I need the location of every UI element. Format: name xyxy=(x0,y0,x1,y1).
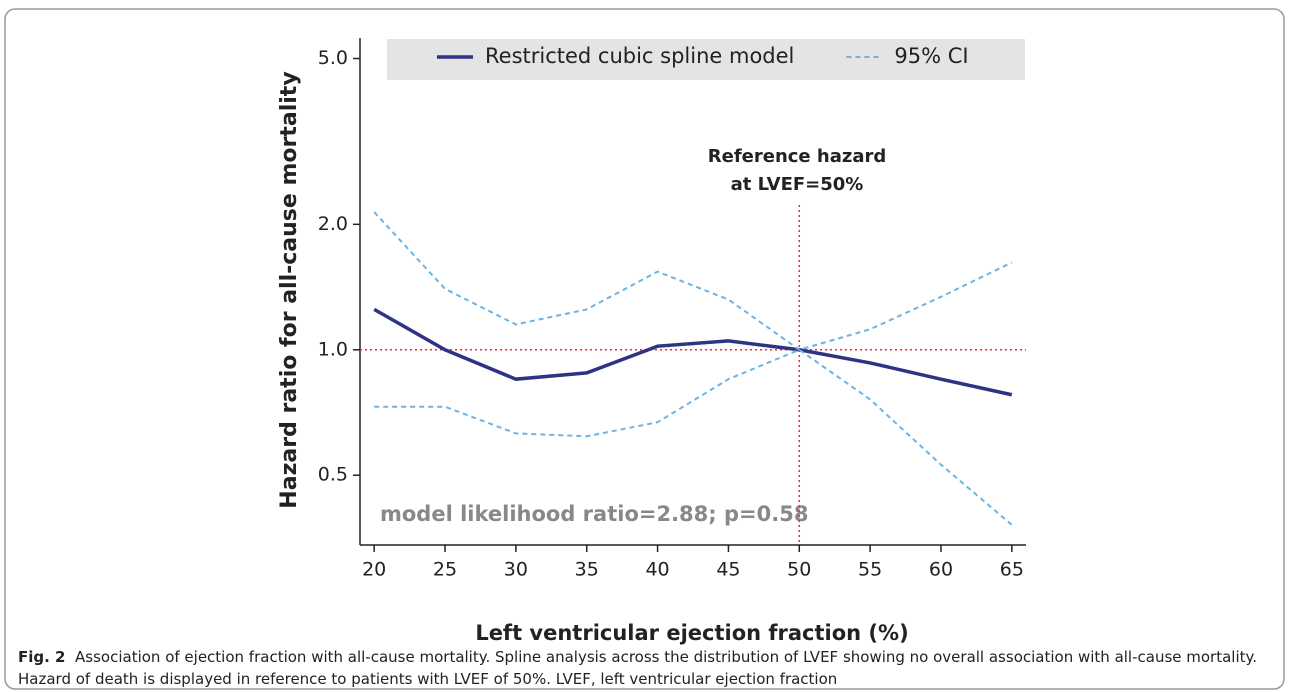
y-tick-label: 0.5 xyxy=(318,464,348,486)
frame xyxy=(4,8,1285,690)
stat-text: model likelihood ratio=2.88; p=0.58 xyxy=(380,502,808,526)
x-axis-label: Left ventricular ejection fraction (%) xyxy=(475,621,908,645)
annotation: at LVEF=50% xyxy=(731,174,864,195)
y-tick-label: 2.0 xyxy=(318,213,348,235)
legend-label: Restricted cubic spline model xyxy=(485,44,794,68)
x-tick-label: 45 xyxy=(716,559,740,581)
x-tick-label: 60 xyxy=(929,559,953,581)
y-tick-label: 1.0 xyxy=(318,338,348,360)
x-tick-label: 30 xyxy=(504,559,528,581)
x-tick-label: 50 xyxy=(787,559,811,581)
caption: Fig. 2 Association of ejection fraction … xyxy=(18,646,1268,690)
x-tick-label: 35 xyxy=(575,559,599,581)
x-tick-label: 65 xyxy=(1000,559,1024,581)
caption-label: Fig. 2 xyxy=(18,648,66,666)
series-line xyxy=(373,307,1013,397)
x-tick-label: 25 xyxy=(433,559,457,581)
x-tick-label: 55 xyxy=(858,559,882,581)
x-tick-label: 40 xyxy=(645,559,669,581)
annotation: Reference hazard xyxy=(708,146,887,167)
legend-box xyxy=(387,39,1025,80)
x-tick-label: 20 xyxy=(362,559,386,581)
legend-label: 95% CI xyxy=(894,44,968,68)
y-tick-label: 5.0 xyxy=(318,47,348,69)
series-line xyxy=(374,348,1013,526)
series-line xyxy=(373,211,1013,351)
caption-text: Association of ejection fraction with al… xyxy=(18,648,1258,688)
y-axis-label: Hazard ratio for all-cause mortality xyxy=(277,71,302,508)
